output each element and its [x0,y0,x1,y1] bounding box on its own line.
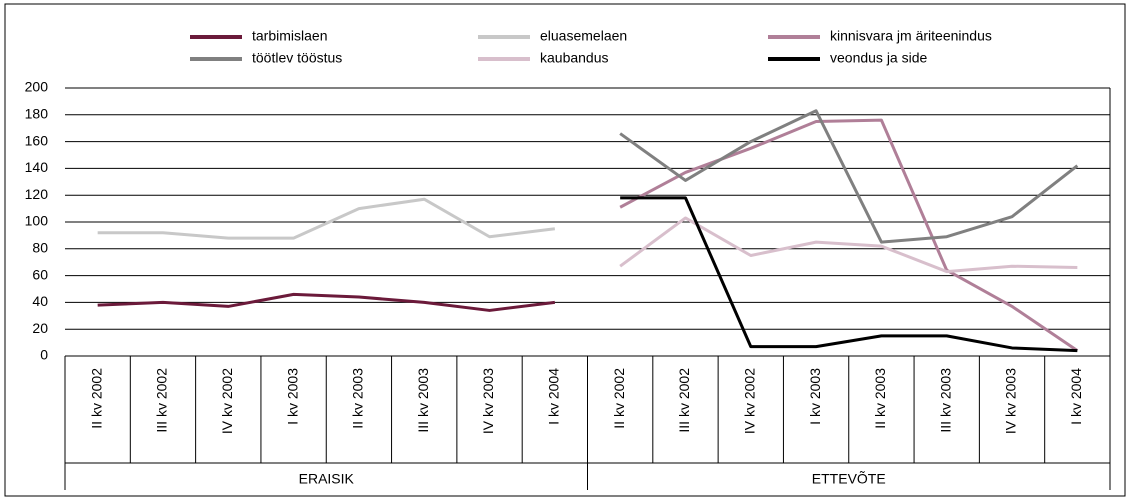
group-label: ERAISIK [299,471,355,487]
legend-label: töötlev tööstus [252,50,342,66]
legend-label: kaubandus [540,50,609,66]
y-tick-label: 20 [32,320,48,336]
y-tick-label: 180 [25,106,49,122]
legend-label: kinnisvara jm äriteenindus [830,28,992,44]
x-tick-label: III kv 2003 [937,368,953,433]
y-tick-label: 40 [32,293,48,309]
y-tick-label: 140 [25,159,49,175]
x-tick-label: IV kv 2003 [1003,368,1019,434]
series-line [97,197,556,240]
x-tick-label: I kv 2004 [1068,368,1084,425]
x-tick-label: II kv 2003 [872,368,888,429]
series-line [97,292,556,312]
y-tick-label: 80 [32,240,48,256]
y-tick-label: 100 [25,213,49,229]
legend-label: eluasemelaen [540,28,627,44]
y-tick-label: 200 [25,79,49,95]
legend-label: tarbimislaen [252,28,327,44]
y-tick-label: 120 [25,186,49,202]
x-tick-label: I kv 2003 [807,368,823,425]
x-tick-label: IV kv 2002 [741,368,757,434]
x-tick-label: III kv 2002 [676,368,692,433]
group-label: ETTEVÕTE [812,471,886,487]
y-tick-label: 60 [32,266,48,282]
x-tick-label: II kv 2002 [611,368,627,429]
x-tick-label: IV kv 2002 [219,368,235,434]
x-tick-label: I kv 2003 [284,368,300,425]
x-tick-label: III kv 2003 [415,368,431,433]
y-tick-label: 160 [25,132,49,148]
y-tick-label: 0 [40,347,48,363]
chart-border [4,3,1126,497]
series-line [620,196,1078,353]
x-tick-label: III kv 2002 [154,368,170,433]
x-tick-label: I kv 2004 [546,368,562,425]
x-tick-label: IV kv 2003 [480,368,496,434]
series-line [619,109,1079,244]
legend-label: veondus ja side [830,50,928,66]
x-tick-label: II kv 2002 [88,368,104,429]
x-tick-label: II kv 2003 [350,368,366,429]
series-line [619,118,1079,352]
